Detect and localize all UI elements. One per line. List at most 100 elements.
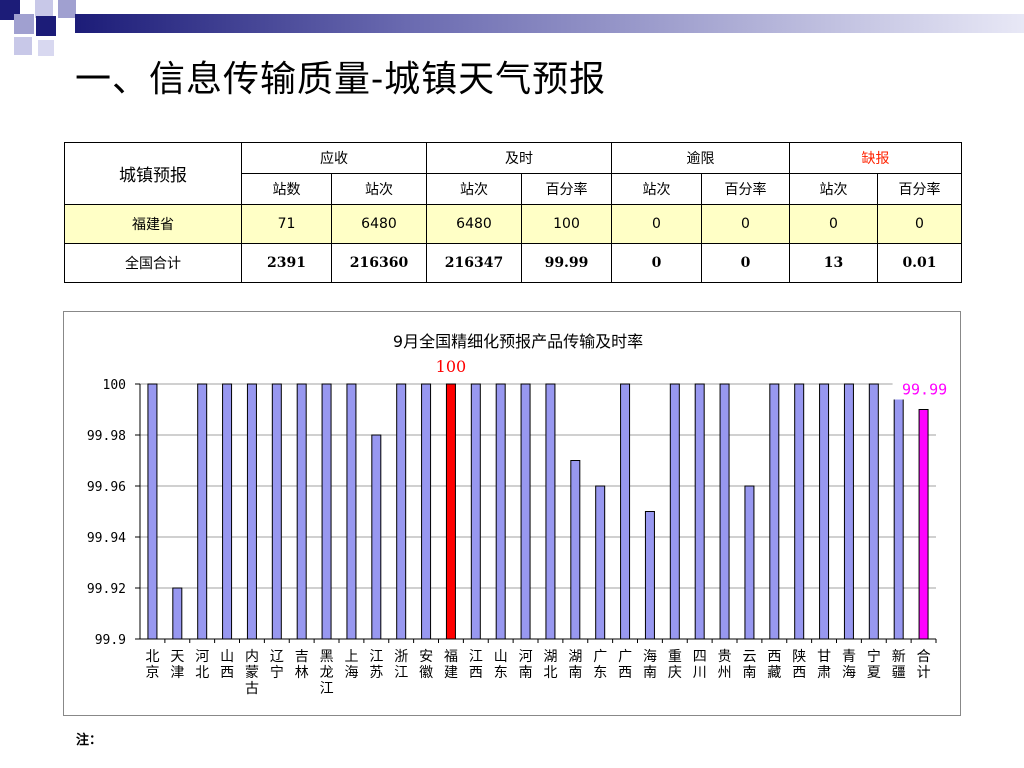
data-label: 99.99 (902, 381, 947, 399)
bar (570, 460, 581, 640)
deco-square (36, 16, 56, 36)
bar (296, 383, 307, 640)
deco-square (38, 40, 54, 56)
x-tick-label: 川 (693, 665, 707, 681)
footnote: 注： (76, 733, 103, 748)
chart-title: 9月全国精细化预报产品传输及时率 (393, 332, 643, 351)
x-tick-label: 海 (842, 665, 856, 681)
x-tick-label: 蒙 (245, 665, 259, 681)
x-tick-label: 内 (245, 649, 259, 665)
x-tick-label: 福 (444, 649, 458, 665)
subheader-cell: 站次 (611, 173, 702, 205)
x-tick-label: 南 (742, 665, 756, 681)
deco-square (35, 0, 53, 18)
x-tick-label: 北 (543, 665, 557, 681)
slide-title: 一、信息传输质量-城镇天气预报 (75, 59, 607, 100)
x-tick-label: 天 (170, 649, 184, 665)
table-cell: 0 (701, 204, 790, 244)
bar (321, 383, 332, 640)
corner-decoration (0, 0, 76, 56)
bar (470, 383, 481, 640)
x-tick-label: 北 (195, 665, 209, 681)
x-tick-label: 海 (643, 649, 657, 665)
table-cell: 0 (877, 204, 962, 244)
bar (719, 383, 730, 640)
deco-square (58, 0, 76, 18)
bar (595, 485, 606, 640)
y-tick-label: 99.9 (95, 633, 126, 648)
table-row: 全国合计 2391 216360 216347 99.99 0 0 13 0.0… (64, 243, 962, 283)
table-cell: 0.01 (877, 243, 962, 283)
x-tick-label: 黑 (320, 649, 334, 665)
header-gradient-bar (75, 14, 1024, 33)
bar (445, 383, 456, 640)
table-cell: 2391 (241, 243, 332, 283)
bar (868, 383, 879, 640)
bar (495, 383, 506, 640)
x-tick-label: 西 (618, 665, 632, 681)
x-tick-label: 西 (792, 665, 806, 681)
bar (246, 383, 257, 640)
x-tick-label: 宁 (270, 664, 284, 681)
subheader-cell: 百分率 (521, 173, 612, 205)
table-cell: 100 (521, 204, 612, 244)
table-cell: 0 (789, 204, 878, 244)
bar (794, 383, 805, 640)
summary-table: 城镇预报 应收 及时 逾限 缺报 站数 站次 站次 百分率 站次 百分率 站次 … (64, 142, 962, 283)
subheader-cell: 站次 (789, 173, 878, 205)
x-tick-label: 州 (718, 665, 732, 681)
x-tick-label: 江 (369, 649, 383, 665)
subheader-cell: 百分率 (877, 173, 962, 205)
bar (744, 485, 755, 640)
bar (197, 383, 208, 640)
table-cell: 0 (611, 243, 702, 283)
data-label-background (892, 377, 955, 400)
x-tick-label: 西 (469, 665, 483, 681)
x-tick-label: 安 (419, 649, 433, 665)
x-tick-label: 河 (195, 649, 209, 665)
x-tick-label: 南 (568, 665, 582, 681)
table-cell: 6480 (426, 204, 522, 244)
x-tick-label: 津 (170, 665, 184, 681)
x-tick-label: 东 (494, 665, 508, 681)
bar (222, 383, 233, 640)
table-cell: 0 (611, 204, 702, 244)
group-header: 逾限 (611, 142, 790, 174)
table-cell: 13 (789, 243, 878, 283)
x-tick-label: 南 (643, 665, 657, 681)
x-tick-label: 广 (618, 649, 632, 665)
bar (520, 383, 531, 640)
x-tick-label: 徽 (419, 665, 433, 681)
x-tick-label: 东 (593, 665, 607, 681)
x-tick-label: 南 (519, 665, 533, 681)
subheader-cell: 站次 (426, 173, 522, 205)
bar-chart: 9月全国精细化预报产品传输及时率 100 99.98 99.96 99.94 99.92 9… (87, 332, 955, 697)
x-tick-label: 新 (892, 649, 906, 665)
subheader-cell: 站数 (241, 173, 332, 205)
x-tick-label: 北 (145, 649, 159, 665)
x-tick-label: 海 (344, 665, 358, 681)
x-tick-label: 湖 (543, 649, 557, 665)
x-tick-label: 西 (220, 665, 234, 681)
x-tick-label: 贵 (718, 649, 732, 665)
bar (893, 383, 904, 640)
y-tick-label: 99.92 (87, 582, 126, 597)
x-tick-label: 青 (842, 649, 856, 665)
x-tick-label: 湖 (568, 649, 582, 665)
bar (396, 383, 407, 640)
bar (918, 409, 929, 640)
table-cell: 216347 (426, 243, 522, 283)
x-tick-label: 龙 (320, 665, 334, 681)
x-tick-label: 疆 (892, 665, 906, 681)
bar (843, 383, 854, 640)
x-tick-label: 古 (245, 681, 259, 697)
x-tick-label: 江 (394, 665, 408, 681)
y-tick-label: 100 (103, 378, 126, 393)
row-name: 福建省 (64, 204, 242, 244)
x-tick-label: 肃 (817, 665, 831, 681)
bar (769, 383, 780, 640)
bar (819, 383, 830, 640)
chart-container: 9月全国精细化预报产品传输及时率 100 99.98 99.96 99.94 99.92 9… (63, 311, 961, 716)
x-tick-label: 重 (668, 649, 682, 665)
x-tick-label: 上 (344, 649, 358, 665)
